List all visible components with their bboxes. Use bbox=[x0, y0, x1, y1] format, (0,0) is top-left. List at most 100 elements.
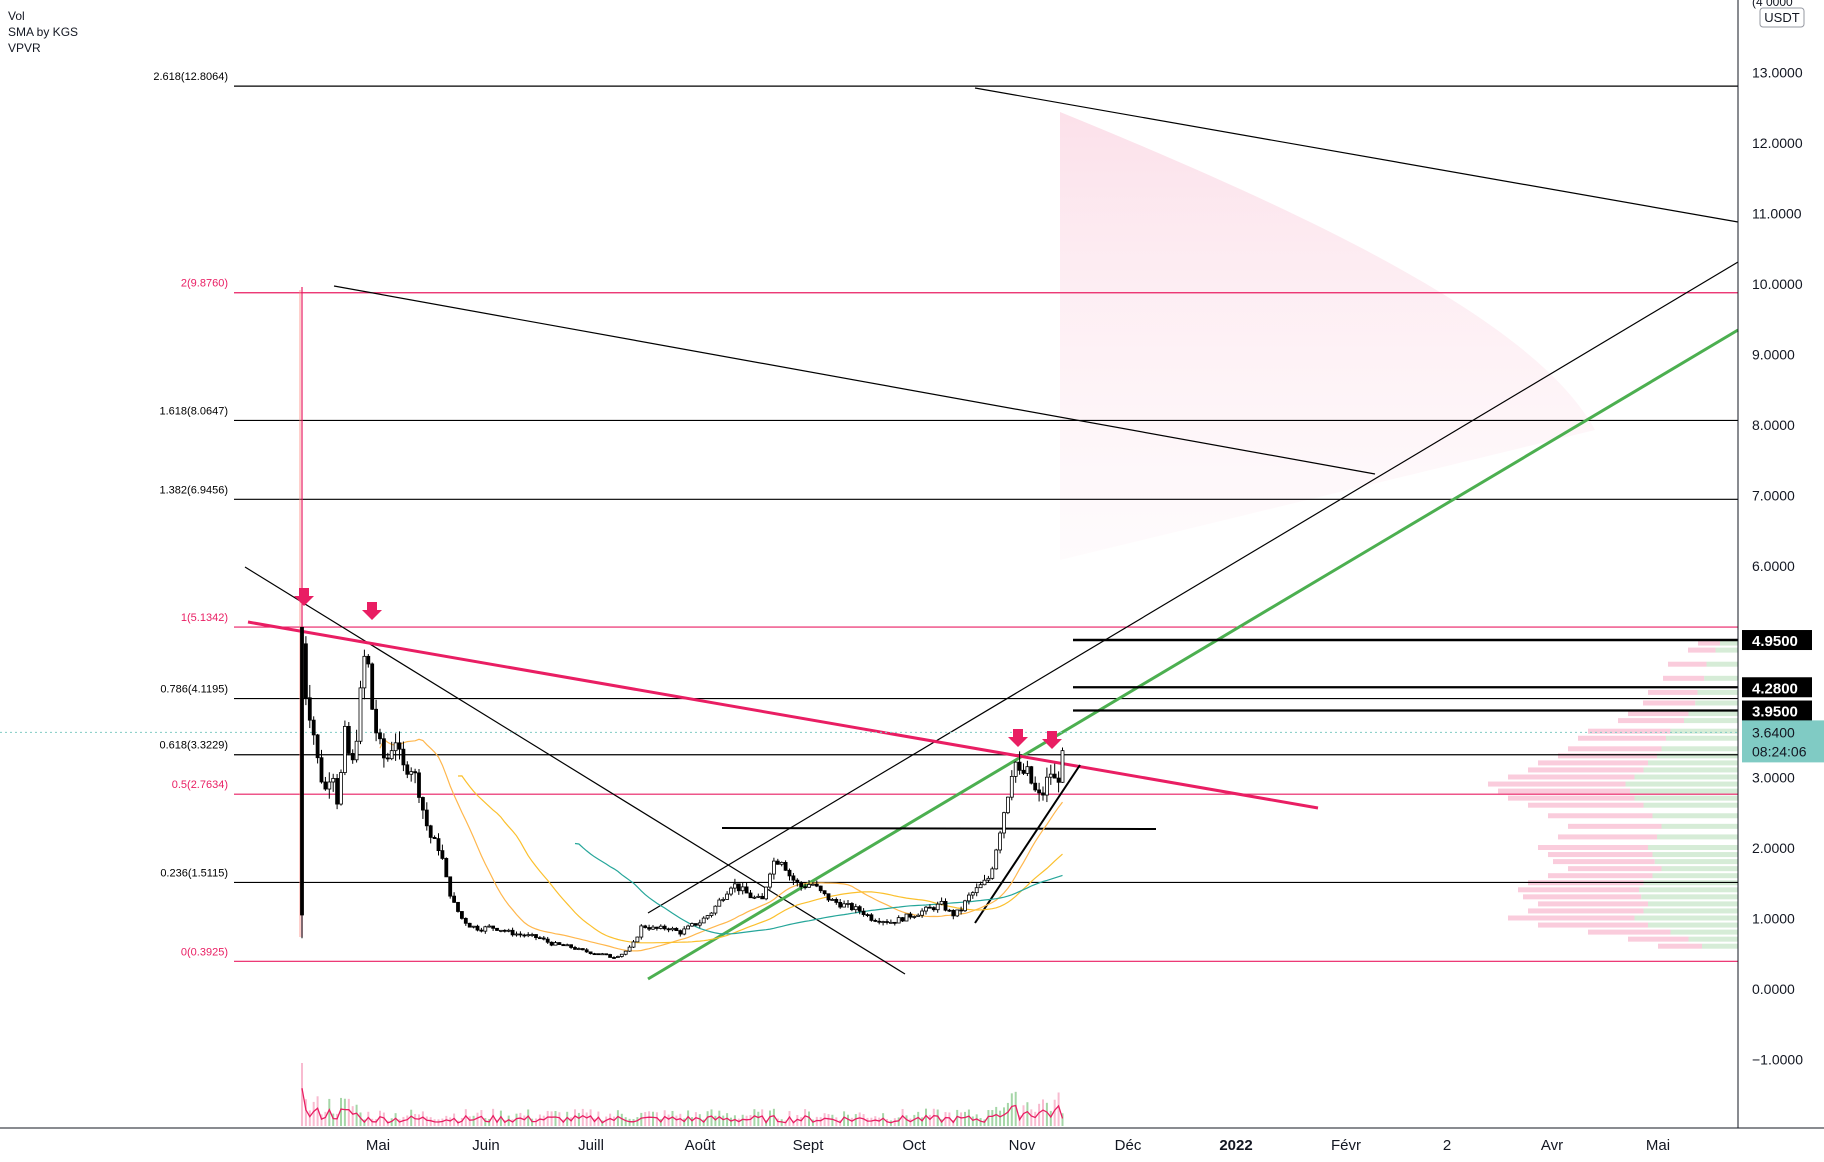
legend-vol[interactable]: Vol bbox=[8, 9, 25, 23]
candle[interactable] bbox=[853, 906, 858, 911]
candle[interactable] bbox=[401, 748, 406, 766]
candle[interactable] bbox=[939, 900, 944, 905]
candle[interactable] bbox=[1017, 761, 1022, 771]
candle[interactable] bbox=[541, 937, 546, 940]
candle[interactable] bbox=[315, 734, 320, 759]
candle[interactable] bbox=[928, 906, 932, 909]
candle[interactable] bbox=[510, 929, 515, 936]
candle[interactable] bbox=[1006, 796, 1010, 814]
candle[interactable] bbox=[647, 927, 651, 930]
candle[interactable] bbox=[678, 930, 683, 935]
candle[interactable] bbox=[748, 892, 753, 899]
candle[interactable] bbox=[600, 953, 605, 956]
candle[interactable] bbox=[409, 771, 414, 775]
candle[interactable] bbox=[826, 893, 831, 901]
candle[interactable] bbox=[428, 825, 433, 838]
currency-badge[interactable] bbox=[1759, 7, 1805, 28]
candle[interactable] bbox=[354, 740, 359, 761]
trend-line-mid[interactable] bbox=[333, 285, 1376, 475]
candle[interactable] bbox=[374, 708, 379, 734]
candle[interactable] bbox=[803, 886, 807, 889]
candle[interactable] bbox=[920, 910, 924, 916]
candle[interactable] bbox=[1037, 789, 1041, 794]
candle[interactable] bbox=[358, 687, 363, 742]
candle[interactable] bbox=[420, 797, 425, 811]
candle[interactable] bbox=[838, 902, 843, 908]
legend-vpvr[interactable]: VPVR bbox=[8, 41, 41, 55]
candle[interactable] bbox=[998, 832, 1002, 851]
candle[interactable] bbox=[900, 917, 905, 922]
candle[interactable] bbox=[616, 956, 620, 958]
candle[interactable] bbox=[791, 875, 796, 881]
candle[interactable] bbox=[463, 917, 468, 924]
green-trendline[interactable] bbox=[647, 328, 1739, 981]
candle[interactable] bbox=[623, 950, 628, 955]
candle[interactable] bbox=[475, 925, 480, 931]
candle[interactable] bbox=[627, 946, 632, 952]
candle[interactable] bbox=[970, 892, 975, 896]
candle[interactable] bbox=[393, 742, 398, 752]
candle[interactable] bbox=[850, 903, 854, 911]
candle[interactable] bbox=[643, 925, 648, 928]
candle[interactable] bbox=[417, 772, 421, 798]
candle[interactable] bbox=[733, 883, 737, 889]
candle[interactable] bbox=[912, 916, 917, 918]
candle[interactable] bbox=[538, 937, 542, 940]
candle[interactable] bbox=[1025, 766, 1030, 774]
candle[interactable] bbox=[994, 849, 999, 870]
candle[interactable] bbox=[1041, 792, 1045, 796]
candle[interactable] bbox=[885, 921, 889, 923]
candle[interactable] bbox=[573, 947, 577, 950]
candle[interactable] bbox=[736, 883, 741, 892]
price-tag[interactable] bbox=[1742, 677, 1812, 698]
candle[interactable] bbox=[686, 925, 690, 930]
candle[interactable] bbox=[608, 954, 612, 958]
candle[interactable] bbox=[697, 922, 702, 926]
candle[interactable] bbox=[744, 886, 749, 894]
candle[interactable] bbox=[506, 929, 511, 932]
candle[interactable] bbox=[1002, 812, 1006, 834]
wedge-line[interactable] bbox=[974, 764, 1081, 924]
candle[interactable] bbox=[577, 948, 581, 950]
candle[interactable] bbox=[432, 836, 437, 840]
candle[interactable] bbox=[346, 725, 351, 754]
candle[interactable] bbox=[935, 903, 940, 911]
candle[interactable] bbox=[713, 905, 718, 914]
candle[interactable] bbox=[362, 655, 367, 689]
candle[interactable] bbox=[596, 953, 601, 956]
candle[interactable] bbox=[424, 809, 429, 827]
candle[interactable] bbox=[834, 899, 839, 903]
candle[interactable] bbox=[955, 909, 960, 917]
candle[interactable] bbox=[779, 861, 784, 865]
candle[interactable] bbox=[795, 879, 800, 883]
candle[interactable] bbox=[569, 944, 573, 948]
candle[interactable] bbox=[385, 757, 390, 760]
candle[interactable] bbox=[405, 764, 410, 775]
candle[interactable] bbox=[959, 909, 963, 912]
candle[interactable] bbox=[889, 921, 893, 924]
candle[interactable] bbox=[495, 927, 499, 931]
candle[interactable] bbox=[775, 860, 780, 865]
candle[interactable] bbox=[584, 949, 589, 953]
candle[interactable] bbox=[705, 915, 710, 919]
candle[interactable] bbox=[557, 942, 562, 945]
candle[interactable] bbox=[760, 895, 765, 900]
candle[interactable] bbox=[811, 883, 815, 886]
candle[interactable] bbox=[631, 941, 636, 948]
pink-resistance-line[interactable] bbox=[247, 620, 1319, 810]
candle[interactable] bbox=[342, 725, 347, 773]
candle[interactable] bbox=[592, 953, 597, 956]
candle[interactable] bbox=[1052, 773, 1057, 779]
trend-line-upper[interactable] bbox=[974, 87, 1739, 223]
candle[interactable] bbox=[467, 922, 472, 928]
candle[interactable] bbox=[842, 903, 846, 908]
candle[interactable] bbox=[1013, 761, 1018, 777]
candle[interactable] bbox=[740, 886, 745, 892]
candle[interactable] bbox=[389, 750, 394, 760]
candle[interactable] bbox=[799, 882, 804, 888]
candle[interactable] bbox=[764, 886, 768, 900]
candle[interactable] bbox=[694, 923, 698, 926]
candle[interactable] bbox=[857, 906, 862, 912]
candle[interactable] bbox=[530, 934, 534, 936]
